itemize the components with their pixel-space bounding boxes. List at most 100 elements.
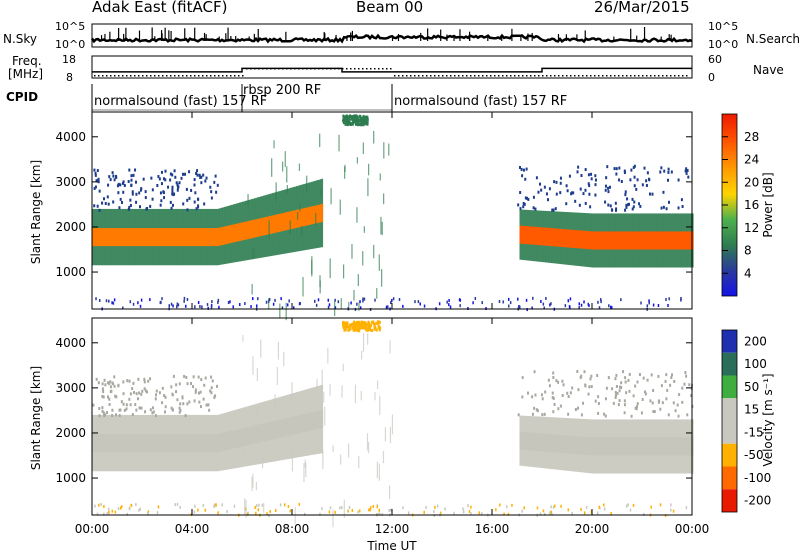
range-cell	[141, 389, 144, 393]
range-cell	[318, 204, 321, 223]
range-cell	[134, 403, 137, 407]
range-cell	[188, 228, 190, 247]
range-cell	[545, 227, 547, 246]
range-cell	[210, 306, 213, 310]
range-cell	[668, 231, 670, 250]
range-cell	[185, 375, 188, 379]
velocity-heatmap-cells	[92, 320, 694, 528]
range-cell	[573, 435, 576, 454]
range-cell	[618, 399, 621, 403]
nave-point	[434, 75, 436, 77]
range-cell	[625, 203, 628, 207]
range-cell	[192, 375, 195, 379]
range-cell	[604, 414, 607, 418]
nave-point	[558, 75, 560, 77]
range-cell	[176, 305, 178, 309]
range-cell	[535, 408, 538, 412]
range-cell	[380, 216, 382, 235]
range-cell	[659, 503, 662, 507]
range-cell	[615, 231, 618, 250]
range-cell	[620, 298, 622, 302]
range-cell	[273, 215, 276, 234]
range-cell	[190, 188, 193, 192]
range-cell	[204, 376, 207, 380]
range-cell	[667, 178, 670, 182]
range-cell	[296, 209, 298, 228]
nave-point	[562, 75, 564, 77]
nsky-panel	[90, 23, 693, 48]
range-cell	[329, 506, 332, 510]
range-cell	[255, 504, 258, 508]
range-cell	[206, 434, 208, 453]
range-cell	[531, 432, 534, 451]
range-cell	[303, 463, 305, 482]
range-cell	[300, 414, 303, 433]
range-cell	[257, 424, 259, 443]
nave-point	[198, 75, 200, 77]
range-cell	[297, 415, 300, 434]
range-cell	[198, 434, 201, 453]
range-cell	[569, 297, 572, 301]
range-cell	[108, 299, 110, 303]
range-cell	[233, 430, 235, 449]
range-cell	[523, 202, 526, 206]
range-cell	[686, 413, 689, 417]
nave-point	[350, 68, 352, 70]
range-cell	[646, 171, 649, 175]
range-cell	[588, 437, 591, 456]
range-cell	[539, 227, 541, 246]
range-cell	[214, 174, 217, 178]
range-cell	[358, 455, 360, 469]
range-cell	[640, 301, 642, 305]
range-cell	[546, 433, 549, 452]
nave-point	[322, 68, 324, 70]
range-cell	[271, 158, 273, 177]
range-cell	[167, 228, 169, 247]
range-cell	[375, 328, 378, 332]
range-cell	[101, 228, 103, 247]
range-cell	[330, 188, 332, 205]
range-cell	[508, 304, 510, 308]
range-cell	[567, 435, 570, 454]
range-cell	[221, 503, 223, 507]
range-cell	[376, 505, 379, 509]
range-cell	[319, 512, 321, 516]
nave-point	[622, 75, 624, 77]
range-cell	[606, 437, 609, 456]
range-cell	[641, 437, 643, 456]
range-cell	[633, 437, 636, 456]
range-cell	[566, 229, 568, 248]
colorbar-block	[722, 466, 737, 490]
range-cell	[348, 120, 351, 124]
range-cell	[315, 212, 317, 226]
nave-trace	[94, 68, 688, 77]
range-cell	[183, 228, 186, 247]
range-cell	[135, 503, 137, 507]
range-cell	[128, 397, 131, 401]
range-cell	[183, 296, 186, 300]
range-cell	[291, 416, 294, 435]
range-cell	[245, 427, 247, 446]
range-cell	[522, 225, 525, 244]
range-cell	[164, 228, 166, 247]
range-cell	[665, 373, 668, 377]
range-cell	[167, 185, 170, 189]
range-cell	[185, 187, 188, 191]
x-tick-label: 20:00	[575, 522, 610, 536]
range-cell	[365, 115, 368, 119]
nave-point	[686, 75, 688, 77]
nave-point	[646, 75, 648, 77]
range-cell	[143, 380, 146, 384]
range-cell	[197, 508, 199, 512]
range-cell	[215, 228, 217, 247]
range-cell	[327, 347, 329, 364]
range-cell	[604, 200, 607, 204]
range-cell	[612, 231, 615, 250]
range-cell	[174, 434, 177, 453]
range-cell	[352, 325, 355, 329]
nsearch-tick-top: 10^5	[708, 20, 739, 33]
range-cell	[210, 391, 213, 395]
range-cell	[361, 117, 364, 121]
range-cell	[110, 434, 112, 453]
range-cell	[111, 509, 114, 513]
